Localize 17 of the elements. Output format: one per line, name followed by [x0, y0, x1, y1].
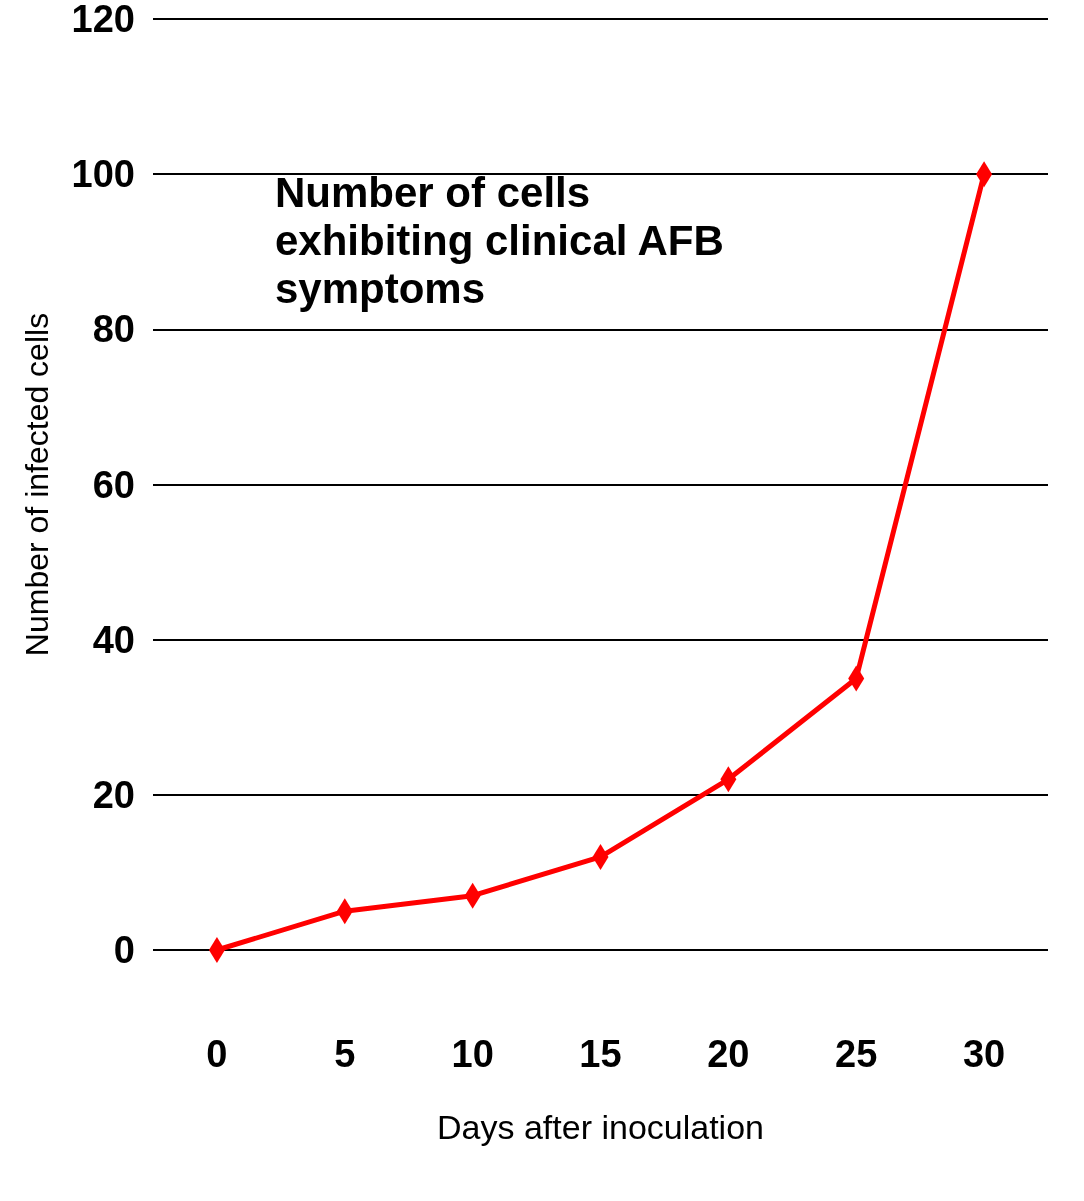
y-tick-label: 60 [92, 463, 135, 506]
x-tick-label: 10 [451, 1033, 494, 1075]
annotation: Number of cells exhibiting clinical AFB symptoms [275, 168, 736, 312]
y-tick-label: 100 [71, 153, 135, 196]
x-axis-title: Days after inoculation [437, 1108, 764, 1146]
y-tick-label: 0 [113, 929, 135, 971]
x-tick-label: 0 [206, 1033, 228, 1075]
y-tick-label: 120 [71, 0, 135, 40]
y-axis-title: Number of infected cells [19, 312, 55, 657]
x-tick-label: 20 [707, 1033, 750, 1075]
y-tick-label: 20 [92, 773, 135, 816]
x-tick-label: 25 [835, 1033, 878, 1075]
x-tick-label: 30 [962, 1033, 1006, 1075]
y-tick-label: 80 [92, 308, 135, 351]
x-tick-label: 5 [334, 1033, 356, 1075]
x-tick-label: 15 [579, 1033, 622, 1075]
y-tick-label: 40 [92, 618, 135, 661]
